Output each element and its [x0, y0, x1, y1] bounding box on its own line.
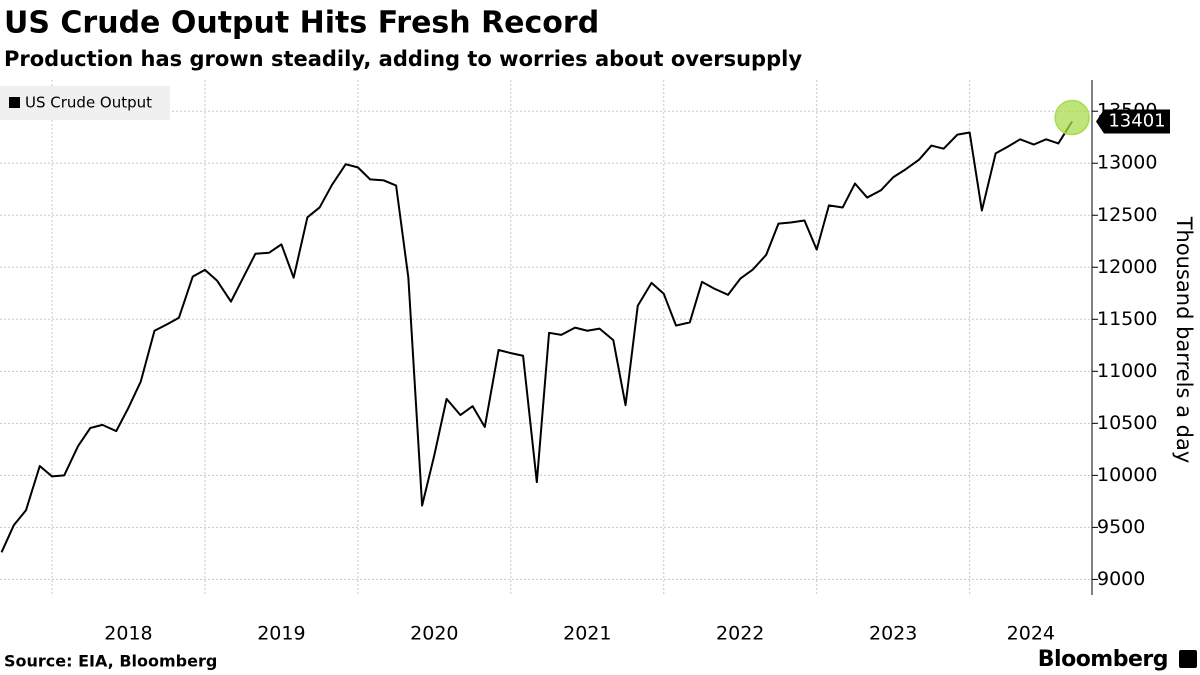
legend-box: [0, 86, 170, 120]
y-tick-label: 12500: [1097, 204, 1157, 226]
x-tick-label: 2018: [104, 623, 152, 645]
y-tick-label: 10500: [1097, 412, 1157, 434]
x-tick-label: 2019: [257, 623, 305, 645]
y-tick-label: 13000: [1097, 152, 1157, 174]
y-axis-title: Thousand barrels a day: [1172, 216, 1196, 464]
chart-subtitle: Production has grown steadily, adding to…: [4, 47, 802, 71]
brand-icon: [1179, 650, 1197, 668]
y-tick-label: 10000: [1097, 464, 1157, 486]
brand-logo: Bloomberg: [1038, 647, 1168, 672]
chart-title: US Crude Output Hits Fresh Record: [4, 6, 599, 41]
legend-label: US Crude Output: [25, 94, 152, 112]
value-label: 13401: [1108, 111, 1165, 132]
x-tick-label: 2022: [716, 623, 764, 645]
x-tick-label: 2021: [563, 623, 611, 645]
legend: US Crude Output: [0, 86, 170, 120]
data-line: [0, 120, 1073, 553]
y-tick-label: 9500: [1097, 516, 1145, 538]
y-tick-label: 9000: [1097, 568, 1145, 590]
legend-swatch: [9, 97, 20, 108]
y-tick-label: 12000: [1097, 256, 1157, 278]
x-tick-label: 2024: [1007, 623, 1055, 645]
y-tick-label: 11500: [1097, 308, 1157, 330]
value-tag: [1096, 109, 1170, 134]
source-note: Source: EIA, Bloomberg: [4, 652, 217, 671]
x-tick-label: 2020: [410, 623, 458, 645]
highlight-marker: [1054, 99, 1090, 136]
x-tick-label: 2023: [869, 623, 917, 645]
y-tick-label: 11000: [1097, 360, 1157, 382]
